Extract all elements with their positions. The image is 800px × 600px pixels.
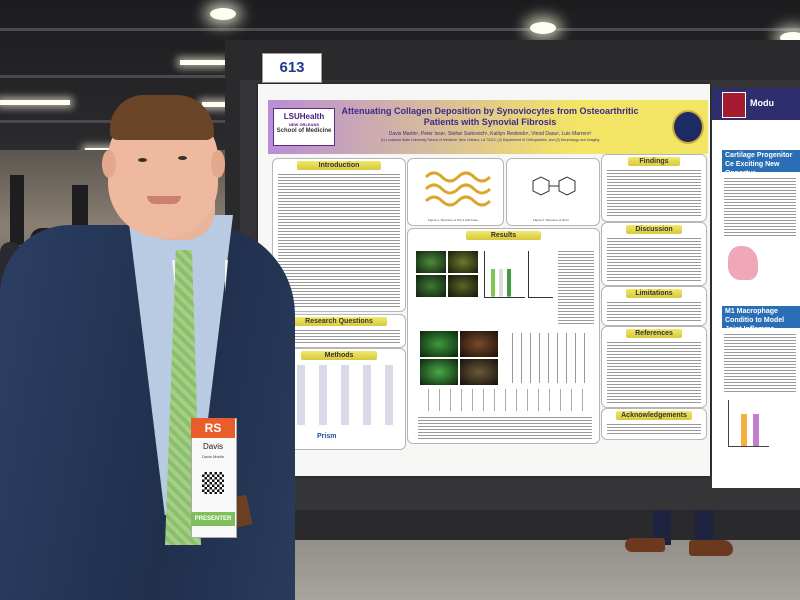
microscopy-image <box>416 275 446 297</box>
ceiling-light <box>0 100 70 105</box>
introduction-section: Introduction <box>272 158 406 312</box>
presenter-ear <box>102 150 116 178</box>
limitations-header: Limitations <box>626 289 682 298</box>
microscopy-image <box>460 331 498 357</box>
poster-banner <box>268 100 708 154</box>
presenter-smile <box>147 196 181 204</box>
presenter-eye <box>178 156 187 160</box>
microscopy-image <box>448 251 478 273</box>
acknowledgements-text <box>607 422 701 436</box>
microscopy-image <box>448 275 478 297</box>
ceiling-truss <box>0 28 800 31</box>
ceiling-light <box>180 60 225 65</box>
results-header: Results <box>466 231 541 240</box>
name-badge-header: RS <box>191 418 235 438</box>
prism-logo: Prism <box>317 433 337 440</box>
research-questions-text <box>278 328 400 344</box>
adjacent-poster-figure <box>728 246 758 280</box>
limitations-text <box>607 300 701 322</box>
adjacent-poster-text <box>724 332 796 392</box>
lsu-health-logo: LSUHealth NEW ORLEANS School of Medicine <box>273 108 335 146</box>
research-questions-header: Research Questions <box>291 317 387 326</box>
university-seal <box>672 110 704 144</box>
adjacent-poster-header: M1 Macrophage Conditio to Model Joint In… <box>722 306 800 328</box>
results-caption <box>418 415 592 439</box>
university-shield-logo <box>722 92 746 118</box>
discussion-header: Discussion <box>626 225 682 234</box>
findings-text <box>607 168 701 218</box>
results-text <box>558 249 594 324</box>
chemical-structure-figure <box>532 176 576 196</box>
presenter-eye <box>138 158 147 162</box>
methods-header: Methods <box>301 351 377 360</box>
bar-graph <box>504 333 592 383</box>
ceiling-light <box>202 102 230 107</box>
figure-1-caption: Figure 1. Structure of CO-1 with Fuse <box>428 218 478 222</box>
bar-graph <box>418 389 592 411</box>
figure-1: Figure 1. Structure of CO-1 with Fuse <box>407 158 504 226</box>
findings-header: Findings <box>628 157 680 166</box>
microscopy-image <box>460 359 498 385</box>
poster-number: 613 <box>262 53 322 83</box>
acknowledgements-header: Acknowledgements <box>616 411 692 420</box>
results-section: Results <box>407 228 600 444</box>
microscopy-image <box>416 251 446 273</box>
ceiling-light <box>210 8 236 20</box>
collagen-structure-figure <box>424 171 492 207</box>
limitations-section: Limitations <box>601 286 707 326</box>
poster-authors: Davis Martin¹, Peter Issa¹, Stefan Sarko… <box>380 131 600 142</box>
background-attendee-legs <box>625 510 735 580</box>
presenter-ear <box>211 150 225 178</box>
bar-graph <box>528 251 553 298</box>
acknowledgements-section: Acknowledgements <box>601 408 707 440</box>
poster-title: Attenuating Collagen Deposition by Synov… <box>341 106 639 127</box>
adjacent-poster-chart <box>728 400 769 447</box>
figure-2-caption: Figure 2. Structure of HUO <box>533 218 569 222</box>
references-header: References <box>626 329 682 338</box>
references-section: References <box>601 326 707 408</box>
qr-code <box>202 472 224 494</box>
figure-2: Figure 2. Structure of HUO <box>506 158 600 226</box>
adjacent-poster-title: Modu <box>750 98 774 108</box>
name-badge-name: Davis <box>202 442 223 451</box>
references-text <box>607 340 701 404</box>
microscopy-image <box>420 359 458 385</box>
ceiling-light <box>530 22 556 34</box>
adjacent-poster-text <box>724 176 796 236</box>
discussion-section: Discussion <box>601 222 707 286</box>
presenter-hair <box>110 95 214 140</box>
introduction-text <box>278 172 400 307</box>
introduction-header: Introduction <box>297 161 381 170</box>
adjacent-poster-header: Cartilage Progenitor Ce Exciting New Opp… <box>722 150 800 172</box>
discussion-text <box>607 236 701 282</box>
name-badge-subtitle: Davis Martin <box>201 454 225 459</box>
microscopy-image <box>420 331 458 357</box>
hall-pillar <box>10 175 24 245</box>
bar-graph <box>484 251 525 298</box>
methods-diagram <box>283 365 395 425</box>
name-badge-footer: PRESENTER <box>191 512 235 526</box>
findings-section: Findings <box>601 154 707 222</box>
